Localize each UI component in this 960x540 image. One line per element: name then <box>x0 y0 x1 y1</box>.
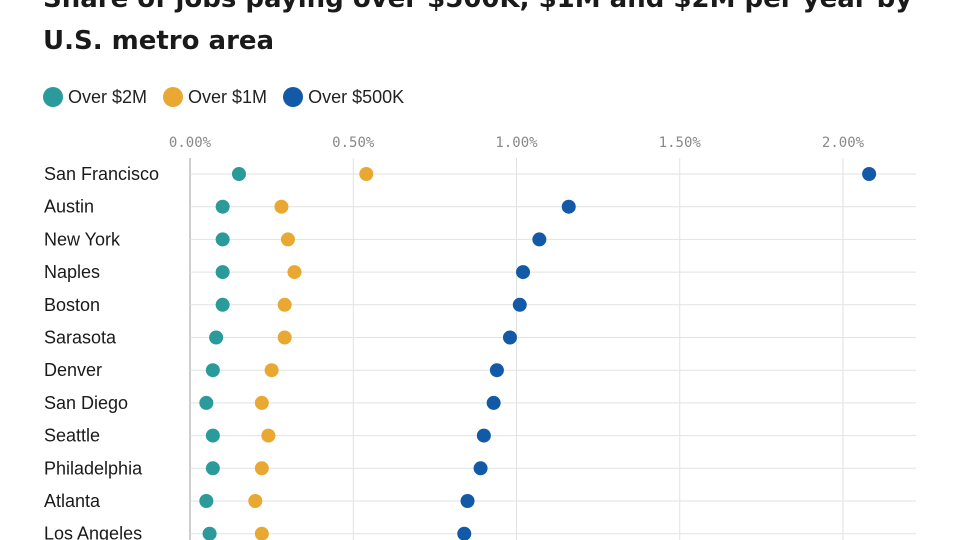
legend-item-over-500k: Over $500K <box>283 87 404 108</box>
dot-over-2m-11 <box>202 526 217 540</box>
dot-over-500k-4 <box>512 297 527 312</box>
dot-over-1m-11 <box>254 526 269 540</box>
dot-over-2m-1 <box>215 199 230 214</box>
legend: Over $2M Over $1M Over $500K <box>43 86 420 108</box>
dot-over-1m-0 <box>359 167 374 181</box>
dot-over-2m-3 <box>215 265 230 280</box>
legend-swatch-over-1m <box>163 87 184 107</box>
dot-over-2m-2 <box>215 232 230 247</box>
legend-item-over-1m: Over $1M <box>163 87 267 108</box>
dot-over-1m-10 <box>248 494 263 508</box>
dot-over-1m-8 <box>261 428 276 443</box>
dot-over-2m-4 <box>215 297 230 312</box>
dot-over-500k-10 <box>460 494 475 508</box>
dot-over-1m-2 <box>280 232 295 247</box>
legend-item-over-2m: Over $2M <box>43 87 147 108</box>
dot-over-1m-7 <box>254 395 269 410</box>
category-label-9: Philadelphia <box>44 458 143 478</box>
category-label-7: San Diego <box>44 393 128 413</box>
category-label-5: Sarasota <box>44 328 117 348</box>
dot-over-500k-3 <box>516 265 531 280</box>
dot-over-1m-3 <box>287 265 302 280</box>
dot-over-500k-1 <box>561 199 576 214</box>
dot-over-1m-5 <box>277 330 292 345</box>
x-tick-label-4: 2.00% <box>822 135 865 151</box>
chart-title: Share of jobs paying over $500K, $1M and… <box>43 0 912 56</box>
category-labels: San Francisco Austin New York Naples Boston S… <box>44 164 159 540</box>
dot-over-500k-8 <box>476 428 491 443</box>
category-label-6: Denver <box>44 360 102 380</box>
category-label-1: Austin <box>44 197 94 217</box>
dot-over-500k-0 <box>862 167 877 181</box>
dot-over-1m-6 <box>264 363 279 378</box>
dot-over-2m-0 <box>231 167 246 181</box>
dot-over-2m-6 <box>205 363 220 378</box>
dot-over-2m-5 <box>209 330 224 345</box>
dot-over-500k-9 <box>473 461 488 476</box>
data-points <box>199 167 877 540</box>
legend-label-over-2m: Over $2M <box>68 86 148 107</box>
dot-over-2m-7 <box>199 395 214 410</box>
x-axis-tick-labels: 0.00% 0.50% 1.00% 1.50% 2.00% <box>169 135 865 151</box>
category-label-0: San Francisco <box>44 164 159 184</box>
dot-over-2m-9 <box>205 461 220 476</box>
dot-over-500k-5 <box>502 330 517 345</box>
x-tick-label-1: 0.50% <box>332 135 375 151</box>
category-label-10: Atlanta <box>44 491 101 511</box>
legend-label-over-1m: Over $1M <box>188 86 268 107</box>
dot-over-500k-11 <box>457 526 472 540</box>
category-label-2: New York <box>44 229 121 249</box>
gridlines <box>189 158 844 540</box>
x-tick-label-3: 1.50% <box>659 135 702 151</box>
dot-over-500k-6 <box>489 363 504 378</box>
category-label-4: Boston <box>44 295 100 315</box>
category-label-11: Los Angeles <box>44 524 142 540</box>
dot-over-2m-8 <box>205 428 220 443</box>
dot-over-1m-4 <box>277 297 292 312</box>
category-label-3: Naples <box>44 262 100 282</box>
category-label-8: Seattle <box>44 426 100 446</box>
legend-swatch-over-500k <box>283 87 304 107</box>
legend-swatch-over-2m <box>43 87 63 107</box>
dot-over-1m-1 <box>274 199 289 214</box>
legend-label-over-500k: Over $500K <box>308 86 405 107</box>
x-tick-label-0: 0.00% <box>169 135 212 151</box>
category-rows <box>190 173 916 535</box>
dot-over-2m-10 <box>199 494 214 508</box>
dot-over-1m-9 <box>254 461 269 476</box>
dot-over-500k-2 <box>532 232 547 247</box>
dot-over-500k-7 <box>486 395 501 410</box>
x-tick-label-2: 1.00% <box>495 135 538 151</box>
